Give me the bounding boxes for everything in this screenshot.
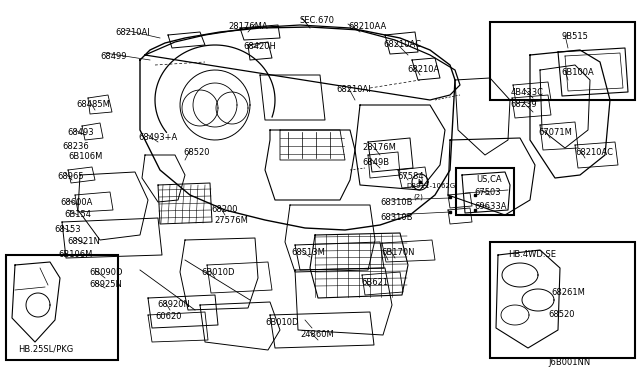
Text: DB911-1062G: DB911-1062G (406, 183, 455, 189)
Text: 68310B: 68310B (380, 213, 413, 222)
Text: 6B100A: 6B100A (561, 68, 594, 77)
Text: 6B010D: 6B010D (201, 268, 234, 277)
Text: 6B170N: 6B170N (381, 248, 415, 257)
Text: N: N (417, 179, 422, 185)
Text: 68920N: 68920N (157, 300, 190, 309)
Text: 68210AC: 68210AC (575, 148, 613, 157)
Text: 27576M: 27576M (214, 216, 248, 225)
Text: HB.4WD.SE: HB.4WD.SE (508, 250, 556, 259)
Text: 6B090D: 6B090D (89, 268, 122, 277)
Text: 68200: 68200 (211, 205, 237, 214)
Text: 9B515: 9B515 (561, 32, 588, 41)
Text: 6B010D: 6B010D (265, 318, 298, 327)
Text: 68520: 68520 (548, 310, 575, 319)
Text: 68239: 68239 (510, 100, 536, 109)
Text: 68499: 68499 (100, 52, 127, 61)
Text: 6849B: 6849B (362, 158, 389, 167)
Text: 67584: 67584 (397, 172, 424, 181)
Text: 68485M: 68485M (76, 100, 110, 109)
Text: 68420H: 68420H (243, 42, 276, 51)
Text: 68210A: 68210A (407, 65, 439, 74)
Text: 6B106M: 6B106M (68, 152, 102, 161)
Text: 68513M: 68513M (291, 248, 325, 257)
Text: 68153: 68153 (54, 225, 81, 234)
Text: 6B106M: 6B106M (58, 250, 92, 259)
Text: 68921N: 68921N (67, 237, 100, 246)
Text: J6B001NN: J6B001NN (548, 358, 590, 367)
Text: 68310B: 68310B (380, 198, 413, 207)
Text: 6B154: 6B154 (64, 210, 91, 219)
Text: 28176MA: 28176MA (228, 22, 268, 31)
Text: 68925N: 68925N (89, 280, 122, 289)
Text: 60620: 60620 (155, 312, 182, 321)
Text: 68493+A: 68493+A (138, 133, 177, 142)
Text: 68965: 68965 (57, 172, 84, 181)
Text: 69633A: 69633A (474, 202, 506, 211)
Bar (490, 22, 635, 100)
Text: SEC.670: SEC.670 (300, 16, 335, 25)
Text: 68261M: 68261M (551, 288, 585, 297)
Text: 68210AA: 68210AA (348, 22, 387, 31)
Text: (2): (2) (413, 193, 423, 199)
Text: 68520: 68520 (183, 148, 209, 157)
Text: 24860M: 24860M (300, 330, 333, 339)
Text: 68210AI: 68210AI (336, 85, 371, 94)
Text: 67503: 67503 (474, 188, 500, 197)
Text: 68493: 68493 (67, 128, 93, 137)
Text: 67071M: 67071M (538, 128, 572, 137)
Text: 4B433C: 4B433C (511, 88, 544, 97)
Bar (456, 168, 514, 215)
Text: 68210AC: 68210AC (383, 40, 421, 49)
Text: US,CA: US,CA (476, 175, 502, 184)
Bar (6, 255, 118, 360)
Text: 68236: 68236 (62, 142, 89, 151)
Bar (490, 242, 635, 358)
Text: 28176M: 28176M (362, 143, 396, 152)
Text: 68600A: 68600A (60, 198, 92, 207)
Text: 6B621: 6B621 (361, 278, 388, 287)
Text: 68210AI: 68210AI (115, 28, 150, 37)
Text: HB.25SL/PKG: HB.25SL/PKG (18, 345, 73, 354)
